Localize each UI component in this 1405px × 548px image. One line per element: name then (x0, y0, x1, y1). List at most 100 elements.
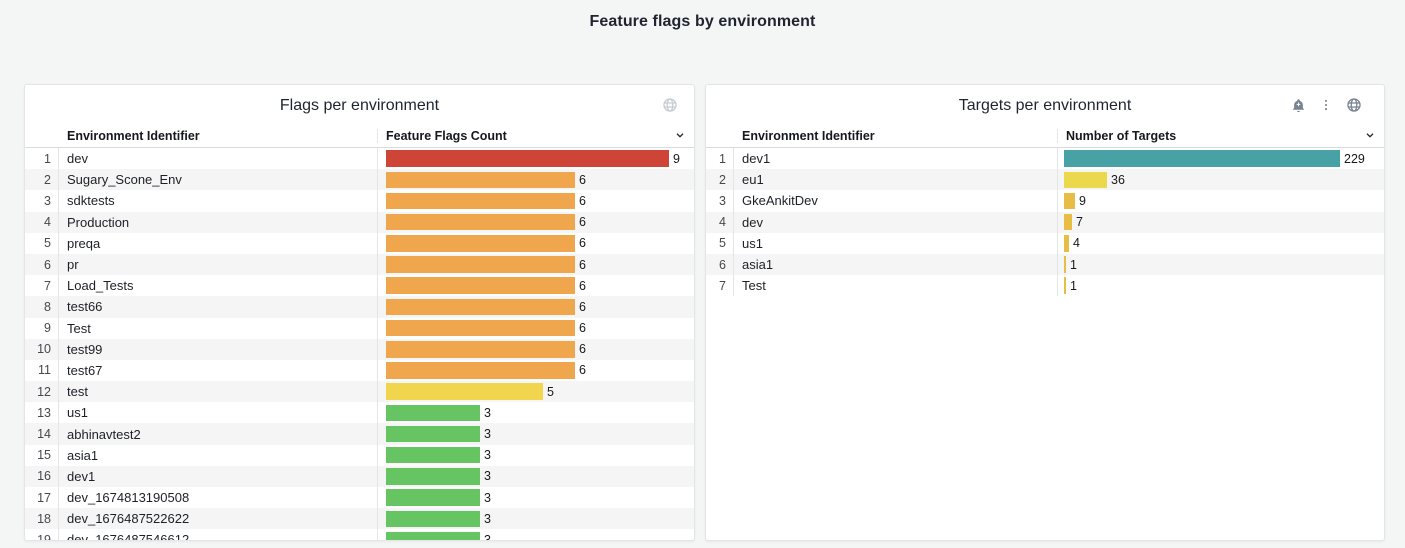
bar-value: 7 (1076, 215, 1083, 229)
environment-name-cell[interactable]: dev_1674813190508 (59, 487, 378, 508)
panel-title[interactable]: Targets per environment (706, 85, 1384, 127)
table-row: 9Test6 (25, 318, 694, 339)
environment-name-cell[interactable]: dev (734, 212, 1058, 233)
table-header: Environment Identifier Number of Targets (706, 125, 1384, 148)
environment-name-cell[interactable]: test66 (59, 296, 378, 317)
environment-name-cell[interactable]: preqa (59, 233, 378, 254)
environment-name-cell[interactable]: test (59, 381, 378, 402)
table-row: 8test666 (25, 296, 694, 317)
table-row: 1dev1229 (706, 148, 1384, 169)
bar-gauge (386, 362, 575, 379)
row-index: 18 (25, 508, 59, 529)
bar-gauge (1064, 172, 1107, 189)
panel-header: Targets per environment (706, 85, 1384, 125)
bar-value: 6 (579, 236, 586, 250)
bar-gauge (1064, 277, 1066, 294)
row-index: 4 (25, 212, 59, 233)
row-index: 6 (706, 254, 734, 275)
bar-value: 6 (579, 215, 586, 229)
table-row: 15asia1 3 (25, 445, 694, 466)
row-index: 17 (25, 487, 59, 508)
table-row: 19dev_1676487546612 3 (25, 529, 694, 541)
row-index: 15 (25, 445, 59, 466)
dashboard-title: Feature flags by environment (0, 13, 1405, 31)
alert-bell-plus-icon[interactable] (1291, 98, 1306, 113)
column-header-feature-flags-count[interactable]: Feature Flags Count (378, 129, 694, 144)
kebab-menu-icon[interactable] (1319, 98, 1333, 112)
bar-value: 5 (547, 385, 554, 399)
bar-cell: 1 (1058, 277, 1384, 294)
bar-cell: 3 (378, 426, 694, 443)
bar-gauge (386, 172, 575, 189)
bar-gauge (386, 193, 575, 210)
chevron-down-icon[interactable] (674, 129, 686, 144)
bar-gauge (386, 320, 575, 337)
environment-name-cell[interactable]: Test (59, 318, 378, 339)
environment-name-cell[interactable]: sdktests (59, 190, 378, 211)
environment-name-cell[interactable]: us1 (734, 233, 1058, 254)
bar-value: 36 (1111, 173, 1125, 187)
bar-value: 1 (1070, 279, 1077, 293)
bar-value: 6 (579, 321, 586, 335)
column-header-number-of-targets[interactable]: Number of Targets (1058, 129, 1384, 144)
bar-cell: 3 (378, 532, 694, 541)
table-body: 1dev92Sugary_Scone_Env63sdktests64Produc… (25, 148, 694, 541)
environment-name-cell[interactable]: eu1 (734, 169, 1058, 190)
bar-gauge (1064, 214, 1072, 231)
panel-title[interactable]: Flags per environment (25, 85, 694, 127)
bar-gauge (386, 511, 480, 528)
environment-name-cell[interactable]: GkeAnkitDev (734, 190, 1058, 211)
bar-cell: 7 (1058, 214, 1384, 231)
environment-name-cell[interactable]: Load_Tests (59, 275, 378, 296)
bar-value: 3 (484, 533, 491, 541)
environment-name-cell[interactable]: asia1 (59, 445, 378, 466)
bar-cell: 9 (1058, 193, 1384, 210)
table-row: 14abhinavtest23 (25, 423, 694, 444)
table-row: 16dev13 (25, 466, 694, 487)
row-index: 19 (25, 529, 59, 541)
table-row: 6pr6 (25, 254, 694, 275)
environment-name-cell[interactable]: Production (59, 212, 378, 233)
bar-cell: 6 (378, 362, 694, 379)
environment-name-cell[interactable]: us1 (59, 402, 378, 423)
environment-name-cell[interactable]: pr (59, 254, 378, 275)
environment-name-cell[interactable]: dev_1676487522622 (59, 508, 378, 529)
bar-gauge (386, 489, 480, 506)
bar-cell: 6 (378, 256, 694, 273)
row-index: 4 (706, 212, 734, 233)
bar-cell: 3 (378, 405, 694, 422)
chevron-down-icon[interactable] (1364, 129, 1376, 144)
table-row: 2Sugary_Scone_Env6 (25, 169, 694, 190)
bar-value: 6 (579, 342, 586, 356)
column-header-environment-identifier[interactable]: Environment Identifier (59, 129, 378, 143)
row-index: 3 (706, 190, 734, 211)
bar-gauge (386, 426, 480, 443)
environment-name-cell[interactable]: dev_1676487546612 (59, 529, 378, 541)
bar-value: 6 (579, 279, 586, 293)
bar-value: 6 (579, 173, 586, 187)
environment-name-cell[interactable]: dev1 (734, 148, 1058, 169)
bar-value: 3 (484, 448, 491, 462)
bar-value: 6 (579, 194, 586, 208)
environment-name-cell[interactable]: dev (59, 148, 378, 169)
bar-value: 4 (1073, 236, 1080, 250)
bar-cell: 3 (378, 489, 694, 506)
bar-cell: 36 (1058, 172, 1384, 189)
globe-icon[interactable] (662, 97, 678, 113)
bar-value: 9 (673, 152, 680, 166)
environment-name-cell[interactable]: test67 (59, 360, 378, 381)
bar-gauge (386, 447, 480, 464)
environment-name-cell[interactable]: Sugary_Scone_Env (59, 169, 378, 190)
environment-name-cell[interactable]: dev1 (59, 466, 378, 487)
bar-gauge (1064, 150, 1340, 167)
table-row: 5us14 (706, 233, 1384, 254)
environment-name-cell[interactable]: asia1 (734, 254, 1058, 275)
environment-name-cell[interactable]: abhinavtest2 (59, 423, 378, 444)
table-row: 1dev9 (25, 148, 694, 169)
environment-name-cell[interactable]: test99 (59, 339, 378, 360)
environment-name-cell[interactable]: Test (734, 275, 1058, 296)
column-header-environment-identifier[interactable]: Environment Identifier (734, 129, 1058, 143)
row-index: 10 (25, 339, 59, 360)
globe-icon[interactable] (1346, 97, 1362, 113)
bar-value: 3 (484, 512, 491, 526)
